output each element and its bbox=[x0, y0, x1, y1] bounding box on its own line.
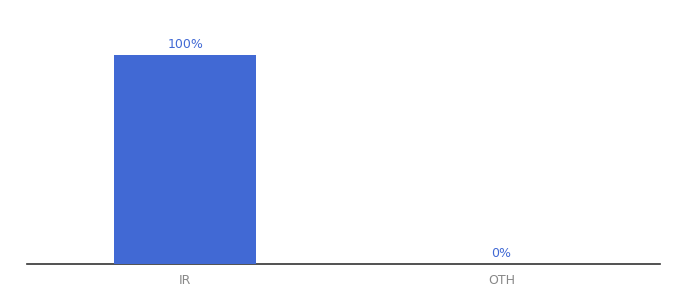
Text: 100%: 100% bbox=[167, 38, 203, 51]
Text: 0%: 0% bbox=[492, 247, 511, 260]
Bar bbox=[114, 55, 256, 264]
